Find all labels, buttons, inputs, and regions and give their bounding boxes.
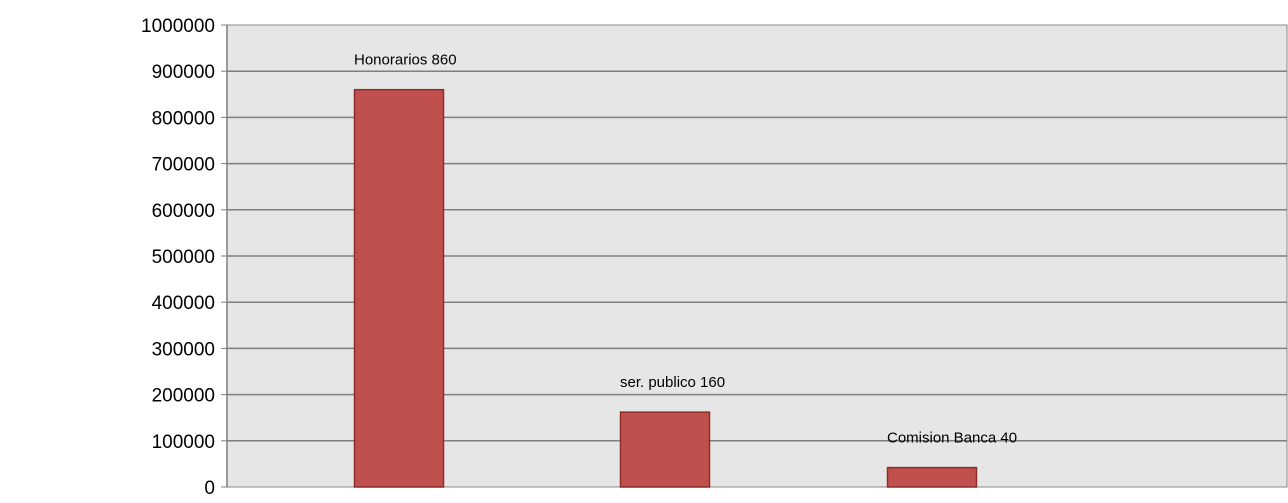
bar [619,411,711,488]
y-tick-label: 400000 [152,293,215,314]
bar [886,466,978,488]
y-tick-label: 900000 [152,62,215,83]
bar-data-label: Comision Banca 40 [887,430,1017,447]
data-labels: Honorarios 860 ser. publico 160 Comision B… [354,52,1017,447]
y-tick-label: 800000 [152,108,215,129]
y-tick-label: 100000 [152,432,215,453]
y-tick-label: 1000000 [141,16,215,37]
bars [353,88,978,488]
y-tick-label: 500000 [152,247,215,268]
y-tick-label: 0 [204,478,215,498]
y-tick-label: 300000 [152,339,215,360]
bar-data-label: ser. publico 160 [620,374,725,391]
y-tick-label: 700000 [152,155,215,176]
y-axis-tick-labels: 0 100000 200000 300000 400000 500000 600000 700… [141,16,227,499]
y-tick-label: 600000 [152,201,215,222]
bar-data-label: Honorarios 860 [354,52,457,69]
y-tick-label: 200000 [152,386,215,407]
bar [353,88,445,488]
